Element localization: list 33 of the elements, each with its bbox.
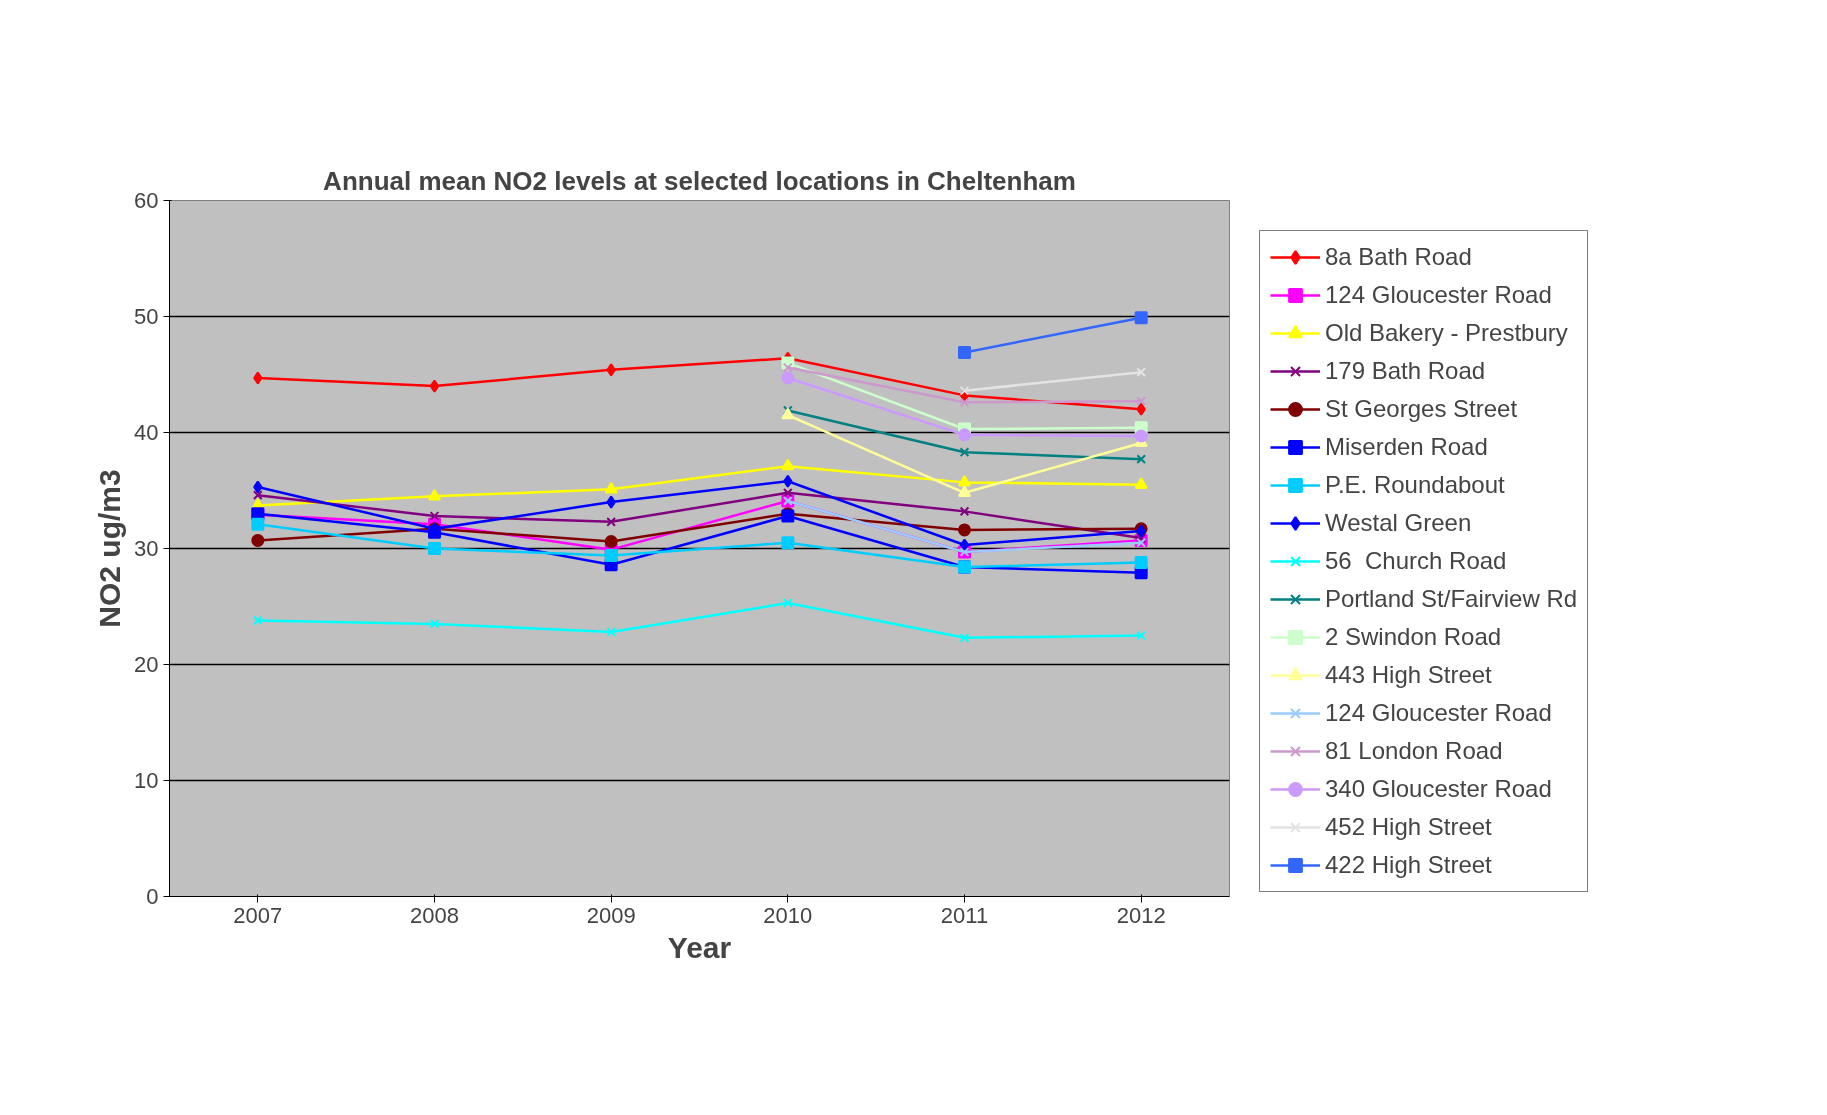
- x-tick-label: 2011: [940, 902, 989, 928]
- y-tick-label: 0: [146, 884, 159, 909]
- legend-label: 443 High Street: [1325, 660, 1492, 690]
- legend-label: P.E. Roundabout: [1325, 470, 1505, 500]
- legend-label: St Georges Street: [1325, 394, 1518, 424]
- x-tick-label: 2010: [763, 902, 813, 928]
- x-tick-label: 2012: [1116, 902, 1166, 928]
- y-tick-label: 10: [134, 768, 159, 793]
- y-tick-label: 30: [134, 536, 159, 561]
- legend-label: 124 Gloucester Road: [1325, 698, 1552, 728]
- chart-title: Annual mean NO2 levels at selected locations in Cheltenham: [323, 165, 1076, 196]
- y-tick-label: 40: [134, 420, 159, 445]
- legend-label: 124 Gloucester Road: [1325, 280, 1552, 310]
- legend-label: Old Bakery - Prestbury: [1325, 318, 1568, 348]
- y-tick-label: 60: [134, 188, 159, 213]
- legend-label: 2 Swindon Road: [1325, 622, 1502, 652]
- legend-label: 81 London Road: [1325, 736, 1503, 766]
- legend-label: 179 Bath Road: [1325, 356, 1486, 386]
- x-axis-title: Year: [667, 930, 732, 964]
- y-tick-label: 50: [134, 304, 159, 329]
- legend-label: 422 High Street: [1325, 850, 1492, 880]
- x-tick-label: 2007: [233, 902, 283, 928]
- legend-label: Portland St/Fairview Rd: [1325, 584, 1578, 614]
- legend-label: Westal Green: [1325, 508, 1472, 538]
- legend-label: 452 High Street: [1325, 812, 1492, 842]
- legend-label: 56 Church Road: [1325, 546, 1507, 576]
- y-axis-title: NO2 ug/m3: [93, 469, 127, 628]
- x-tick-label: 2008: [410, 902, 459, 928]
- legend-label: Miserden Road: [1325, 432, 1488, 462]
- y-tick-label: 20: [134, 652, 159, 677]
- x-tick-label: 2009: [586, 902, 636, 928]
- legend-label: 340 Gloucester Road: [1325, 774, 1552, 804]
- legend-label: 8a Bath Road: [1325, 242, 1472, 272]
